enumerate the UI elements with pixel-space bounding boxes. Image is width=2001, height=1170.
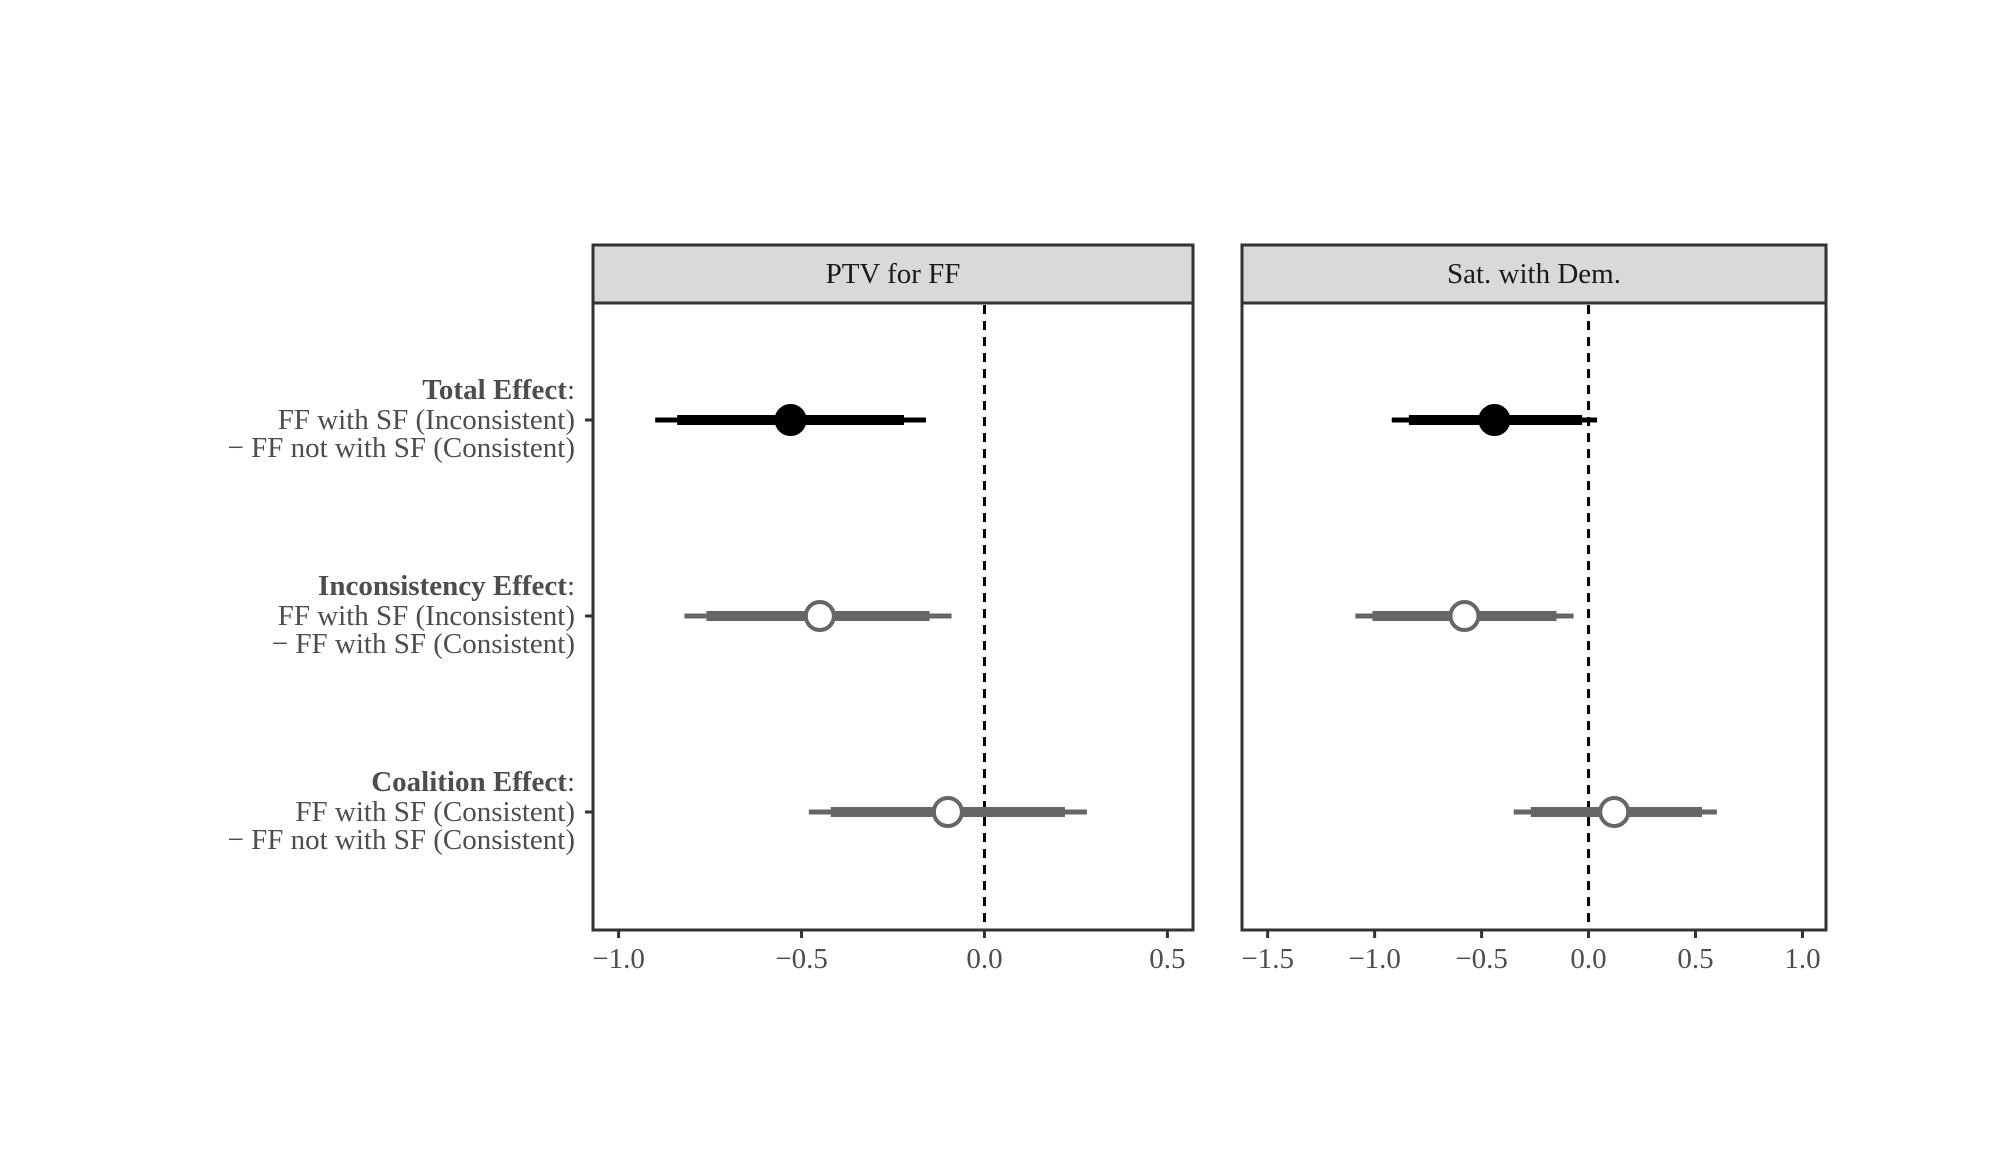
row-label-title: Total Effect:: [422, 374, 575, 406]
row-title-colon: :: [567, 570, 575, 602]
point-estimate: [1448, 600, 1481, 632]
x-tick-label: 1.0: [1784, 943, 1820, 975]
x-tick-label: 0.5: [1149, 943, 1185, 975]
strip-background: [591, 243, 1195, 305]
x-tick-label: −1.0: [592, 943, 645, 975]
row-label-line1: FF with SF (Inconsistent): [278, 600, 575, 632]
row-label-line2: − FF with SF (Consistent): [272, 628, 575, 660]
x-tick-label: −0.5: [775, 943, 828, 975]
point-estimate: [1478, 404, 1511, 436]
point-estimate: [1598, 796, 1631, 828]
strip-label: PTV for FF: [826, 258, 961, 290]
point-estimate: [774, 404, 807, 436]
row-label-line1: FF with SF (Consistent): [295, 796, 575, 828]
x-tick-label: 0.0: [966, 943, 1002, 975]
panel-ptv-for-ff: PTV for FF −1.0 −0.5 0.0 0.5: [591, 243, 1195, 975]
row-title-colon: :: [567, 766, 575, 798]
x-tick-label: 0.5: [1677, 943, 1713, 975]
row-label-line2: − FF not with SF (Consistent): [227, 432, 575, 464]
row-label-title: Inconsistency Effect:: [318, 570, 575, 602]
strip-label: Sat. with Dem.: [1447, 258, 1621, 290]
x-tick-label: 0.0: [1570, 943, 1606, 975]
x-tick-label: −1.0: [1348, 943, 1401, 975]
panel-sat-with-dem: Sat. with Dem. −1.5 −1.0 −0.5 0.0 0.5 1.0: [1240, 243, 1828, 975]
row-label-line2: − FF not with SF (Consistent): [227, 824, 575, 856]
row-title-bold: Inconsistency Effect: [318, 570, 567, 602]
row-title-colon: :: [567, 374, 575, 406]
row-title-bold: Total Effect: [422, 374, 567, 406]
x-tick-label: −1.5: [1241, 943, 1294, 975]
row-title-bold: Coalition Effect: [371, 766, 567, 798]
x-tick-label: −0.5: [1455, 943, 1508, 975]
row-label-title: Coalition Effect:: [371, 766, 575, 798]
row-label-line1: FF with SF (Inconsistent): [278, 404, 575, 436]
point-estimate: [931, 796, 964, 828]
point-estimate: [803, 600, 836, 632]
y-axis-labels: Total Effect:FF with SF (Inconsistent)− …: [227, 374, 593, 856]
strip-background: [1240, 243, 1828, 305]
